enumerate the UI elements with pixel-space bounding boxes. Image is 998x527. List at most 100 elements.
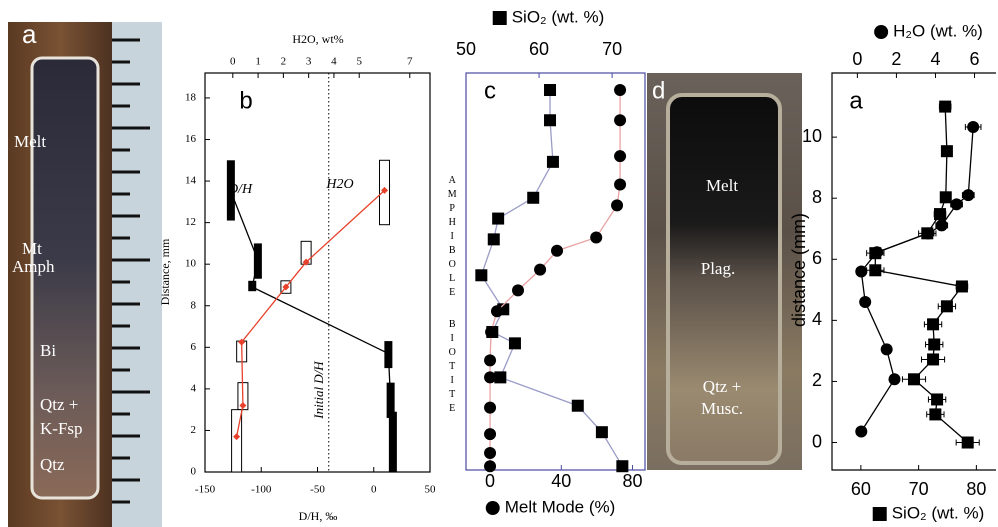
phase-label: Mt — [22, 239, 42, 258]
phase-label: Plag. — [701, 259, 735, 278]
marker — [282, 283, 290, 291]
marker — [939, 191, 952, 204]
x2-tick-label: 1 — [255, 56, 261, 68]
marker — [935, 219, 948, 232]
marker — [859, 296, 872, 309]
marker — [484, 371, 497, 384]
marker — [475, 269, 488, 282]
x-tick-label: -100 — [251, 484, 272, 496]
marker — [492, 212, 505, 225]
marker — [512, 284, 525, 297]
y-tick-label: 4 — [191, 382, 197, 394]
y-axis-title: distance (mm) — [789, 213, 809, 327]
marker — [590, 231, 603, 244]
marker — [571, 399, 584, 412]
range-bar — [231, 409, 243, 473]
phase-label: Qtz + — [40, 395, 78, 414]
marker — [239, 402, 247, 409]
x2-tick-label: 4 — [331, 56, 337, 68]
x2-tick-label: 2 — [891, 49, 901, 69]
marker — [494, 371, 507, 384]
y-tick-label: 14 — [185, 175, 197, 187]
panel-label: d — [652, 77, 665, 104]
marker — [929, 408, 942, 421]
capsule — [30, 56, 100, 500]
x2-tick-label: 5 — [356, 56, 362, 68]
series-line — [230, 191, 394, 441]
marker — [614, 150, 627, 163]
ruler-ticks — [112, 38, 150, 504]
x2-tick-label: 0 — [230, 56, 236, 68]
series-line — [874, 106, 969, 444]
x-tick-label: 70 — [909, 479, 929, 499]
series-label: D/H — [227, 182, 253, 197]
marker — [485, 325, 498, 338]
x-tick-label: 40 — [551, 471, 571, 491]
x-tick-label: -50 — [310, 484, 325, 496]
x2-tick-label: 6 — [970, 49, 980, 69]
series-line — [235, 189, 385, 437]
marker — [484, 460, 497, 473]
marker — [487, 233, 500, 246]
x2-tick-label: 4 — [930, 49, 940, 69]
y-tick-label: 2 — [191, 424, 197, 436]
marker — [927, 318, 940, 331]
marker — [614, 114, 627, 127]
marker — [855, 265, 868, 278]
panel-label: b — [239, 87, 252, 114]
phase-label: Melt — [14, 132, 46, 151]
marker — [508, 337, 521, 350]
reference-label: Initial D/H — [311, 361, 326, 420]
marker — [855, 425, 868, 438]
x-tick-label: 80 — [966, 479, 986, 499]
y-tick-label: 6 — [812, 248, 822, 268]
marker — [534, 263, 547, 276]
marker — [490, 305, 503, 318]
series-line — [480, 90, 623, 467]
series-label: Melt Mode (%) — [505, 497, 616, 516]
marker — [544, 84, 557, 97]
marker — [614, 84, 627, 97]
phase-label: Musc. — [701, 399, 743, 418]
y-tick-label: 8 — [812, 187, 822, 207]
annotation: AMPHIBOLE — [447, 175, 458, 301]
marker — [928, 338, 941, 351]
marker — [908, 373, 920, 386]
marker — [962, 189, 975, 202]
y-tick-label: 10 — [802, 126, 822, 146]
x2-tick-label: 0 — [852, 49, 862, 69]
marker — [233, 433, 241, 441]
x2-axis-title: H2O, wt% — [292, 32, 343, 46]
marker — [484, 446, 497, 459]
series-label: H2O — [325, 177, 353, 192]
range-bar — [388, 411, 397, 472]
legend-marker — [485, 501, 500, 515]
marker — [614, 178, 627, 191]
panel-label: a — [22, 19, 37, 49]
x-tick-label: 50 — [425, 484, 437, 496]
y-tick-label: 0 — [191, 466, 197, 478]
x-tick-label: 0 — [485, 471, 495, 491]
marker — [880, 343, 893, 356]
y-axis-title: Distance, mm — [158, 238, 172, 305]
marker — [484, 428, 497, 441]
marker — [940, 145, 953, 158]
marker — [888, 373, 901, 386]
series-label: H₂O (wt. %) — [893, 21, 983, 40]
marker — [544, 114, 557, 127]
x2-tick-label: 60 — [529, 39, 549, 59]
y-tick-label: 6 — [191, 341, 197, 353]
phase-label: Amph — [12, 257, 55, 276]
phase-label: Bi — [40, 341, 56, 360]
marker — [921, 227, 934, 240]
phase-label: Qtz — [40, 455, 65, 474]
marker — [927, 353, 940, 366]
marker — [950, 198, 963, 211]
photo-panel-d: d Melt Plag. Qtz + Musc. — [647, 73, 802, 470]
series-line — [860, 127, 974, 432]
series-line — [489, 90, 621, 467]
axis-frame — [465, 72, 646, 471]
marker — [961, 436, 974, 449]
